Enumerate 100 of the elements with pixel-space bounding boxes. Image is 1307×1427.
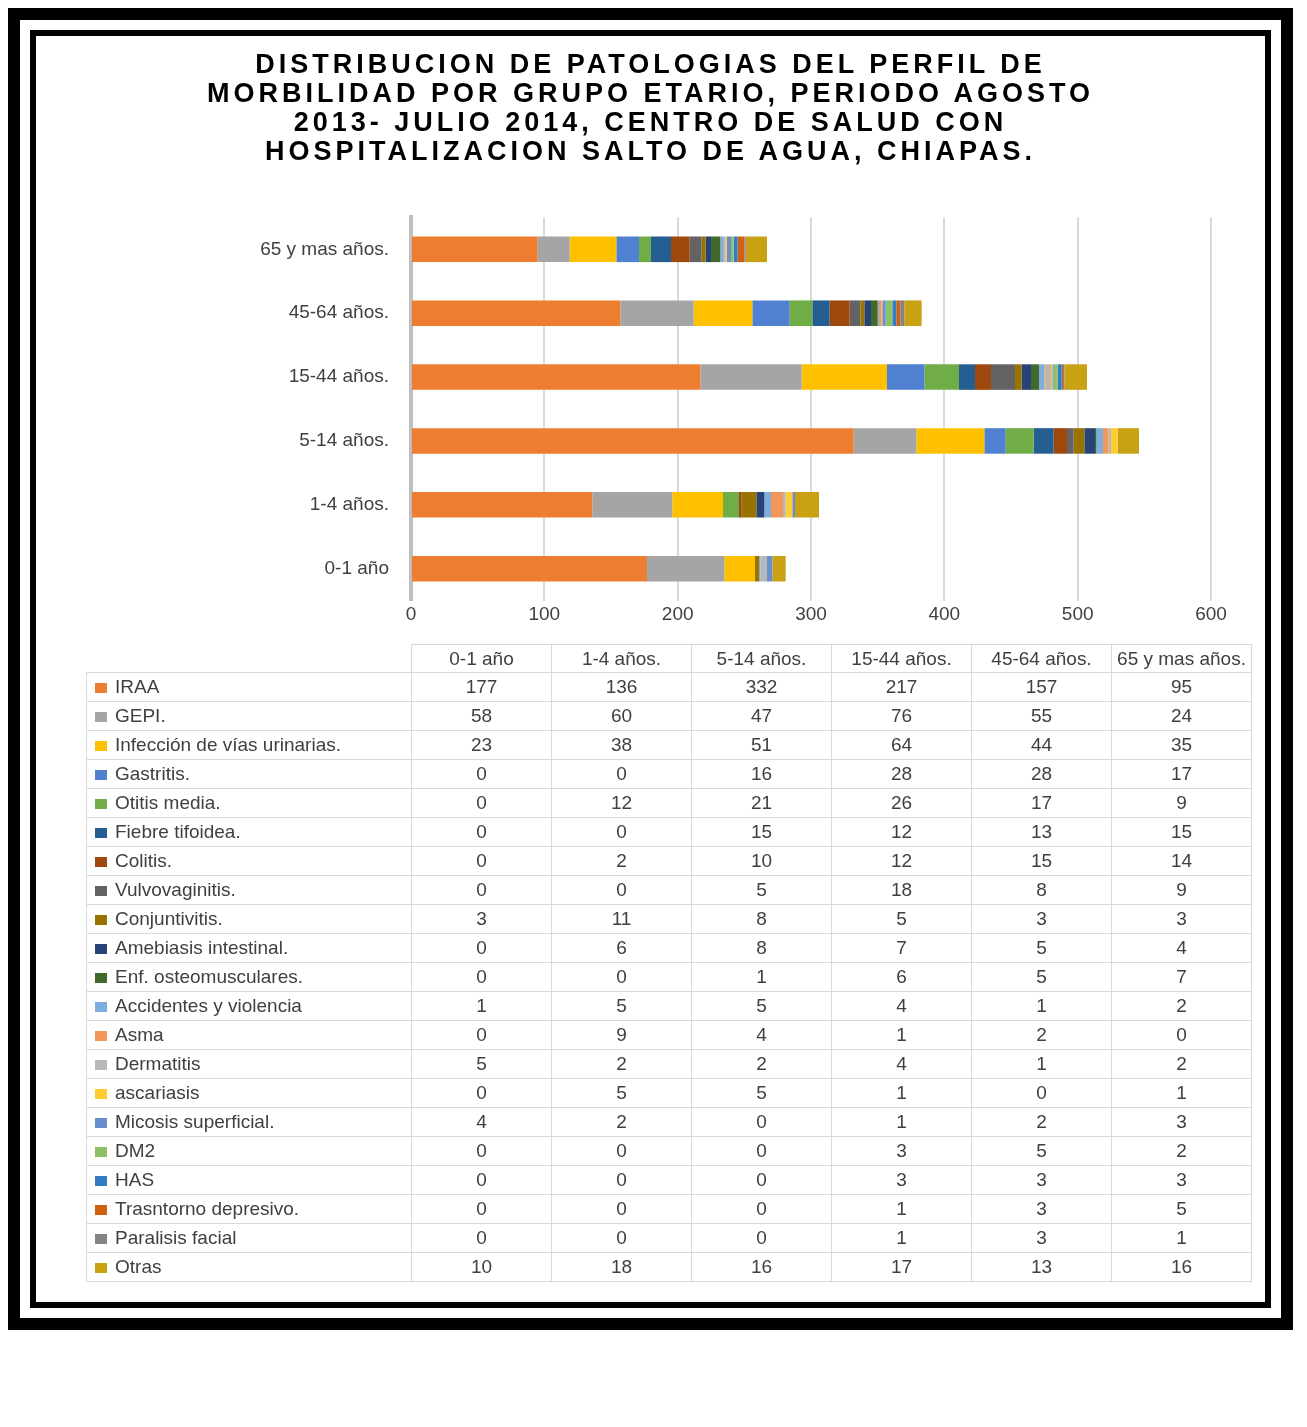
bar	[620, 300, 694, 326]
data-label: 0	[411, 788, 552, 818]
data-label: 5	[691, 875, 832, 905]
data-label: 47	[691, 701, 832, 731]
bar	[693, 300, 753, 326]
data-label: 51	[691, 730, 832, 760]
bar	[1031, 364, 1039, 390]
data-label: 3	[971, 1194, 1112, 1224]
bar	[767, 555, 773, 582]
y-tick-label: DM2	[115, 1140, 156, 1161]
x-tick-label: 65 y mas años.	[1111, 644, 1252, 673]
bar	[792, 492, 795, 518]
data-label: 12	[831, 817, 972, 847]
data-label: 0	[691, 1165, 832, 1195]
data-label: 28	[971, 759, 1112, 789]
bar	[771, 492, 783, 518]
data-label: 1	[411, 991, 552, 1021]
data-label: 21	[691, 788, 832, 818]
data-label: 0	[551, 1136, 692, 1166]
bar	[924, 364, 959, 390]
data-label: 2	[971, 1107, 1112, 1137]
data-label: 44	[971, 730, 1112, 760]
data-label: 4	[691, 1020, 832, 1050]
bar	[1064, 364, 1087, 390]
bar	[853, 428, 917, 454]
data-label: 10	[691, 846, 832, 876]
data-label: 136	[551, 672, 692, 702]
data-label: 18	[831, 875, 972, 905]
data-label: 13	[971, 1252, 1112, 1282]
x-tick-label: 600	[1195, 603, 1227, 625]
bar	[904, 300, 922, 326]
bar	[639, 236, 651, 263]
data-label: 17	[1111, 759, 1252, 789]
bar	[672, 492, 723, 518]
x-tick-label: 100	[528, 603, 561, 625]
data-label: 35	[1111, 730, 1252, 760]
bar	[1033, 428, 1054, 454]
bar	[984, 428, 1006, 454]
y-tick-label: Fiebre tifoidea.	[115, 821, 241, 842]
y-tick-label: GEPI.	[115, 705, 166, 726]
data-label: 8	[691, 933, 832, 963]
data-label: 14	[1111, 846, 1252, 876]
data-label: 9	[551, 1020, 692, 1050]
data-label: 2	[1111, 1136, 1252, 1166]
bar	[1053, 428, 1067, 454]
data-label: 0	[691, 1194, 832, 1224]
data-label: 0	[551, 759, 692, 789]
data-label: 17	[831, 1252, 972, 1282]
y-tick-label: Asma	[115, 1024, 164, 1045]
bar	[892, 300, 897, 326]
bar	[1005, 428, 1034, 454]
data-label: 1	[691, 962, 832, 992]
data-label: 3	[1111, 1165, 1252, 1195]
data-label: 13	[971, 817, 1112, 847]
bar	[1067, 428, 1074, 454]
data-label: 18	[551, 1252, 692, 1282]
data-label: 5	[971, 933, 1112, 963]
bar	[412, 364, 701, 390]
data-label: 5	[551, 1078, 692, 1108]
bar	[860, 300, 865, 326]
data-label: 0	[411, 933, 552, 963]
bar	[975, 364, 991, 390]
data-label: 12	[831, 846, 972, 876]
data-label: 0	[411, 962, 552, 992]
data-label: 5	[691, 991, 832, 1021]
bar	[1103, 428, 1109, 454]
y-tick-label: 1-4 años.	[309, 493, 389, 515]
bar	[616, 236, 639, 263]
data-label: 23	[411, 730, 552, 760]
data-label: 28	[831, 759, 972, 789]
y-tick-label: Conjuntivitis.	[115, 908, 223, 929]
y-tick-label: Vulvovaginitis.	[115, 879, 236, 900]
y-tick-label: Enf. osteomusculares.	[115, 966, 303, 987]
data-label: 3	[1111, 1107, 1252, 1137]
data-label: 0	[411, 846, 552, 876]
bar	[795, 492, 819, 518]
data-label: 0	[551, 817, 692, 847]
data-label: 0	[551, 875, 692, 905]
data-label: 16	[691, 759, 832, 789]
data-label: 76	[831, 701, 972, 731]
data-label: 0	[551, 962, 692, 992]
data-label: 9	[1111, 788, 1252, 818]
bar	[412, 236, 538, 263]
data-label: 1	[831, 1078, 972, 1108]
x-tick-label: 500	[1061, 603, 1094, 625]
data-label: 7	[1111, 962, 1252, 992]
bar	[1073, 428, 1085, 454]
x-tick-label: 0-1 año	[411, 644, 552, 673]
bar	[671, 236, 690, 263]
y-tick-label: ascariasis	[115, 1082, 200, 1103]
data-label: 0	[411, 759, 552, 789]
y-tick-label: 0-1 año	[324, 556, 389, 578]
bar	[871, 300, 878, 326]
data-label: 0	[411, 1165, 552, 1195]
data-label: 3	[971, 1165, 1112, 1195]
data-label: 8	[691, 904, 832, 934]
data-label: 1	[831, 1194, 972, 1224]
data-label: 24	[1111, 701, 1252, 731]
x-tick-label: 15-44 años.	[831, 644, 972, 673]
bar	[700, 364, 802, 390]
